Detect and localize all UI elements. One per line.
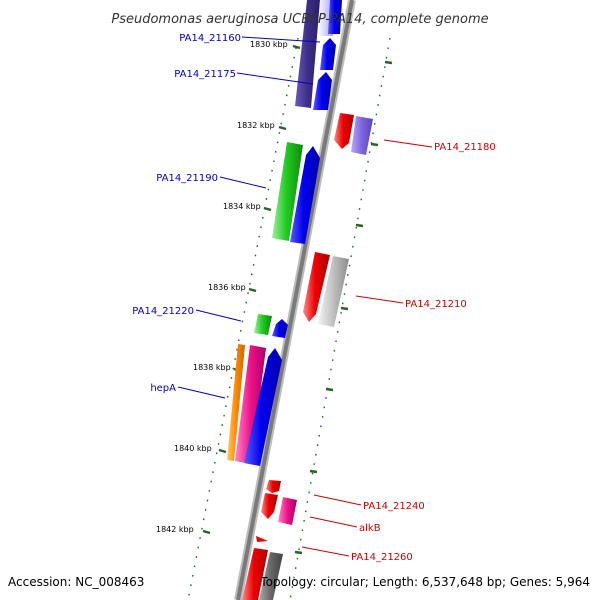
- gene-magenta-alkB[interactable]: [278, 497, 297, 525]
- scale-label-1834: 1834 kbp: [223, 202, 261, 211]
- gene-grey-PA14_21210[interactable]: [318, 256, 349, 327]
- gene-label-PA14_21160[interactable]: PA14_21160: [179, 33, 241, 44]
- gene-blue-hepA[interactable]: [244, 348, 282, 466]
- gene-green-PA14_21190[interactable]: [272, 142, 303, 241]
- scale-label-1830: 1830 kbp: [250, 40, 288, 49]
- scale-ticks-left: [202, 44, 301, 535]
- gene-label-PA14_21240[interactable]: PA14_21240: [363, 501, 425, 512]
- scale-label-1832: 1832 kbp: [237, 121, 275, 130]
- gene-blue-PA14_21190[interactable]: [290, 146, 320, 244]
- leader-lines-right: [301, 139, 433, 557]
- backbone: [234, 0, 356, 600]
- gene-red-small-arrow[interactable]: [256, 536, 268, 542]
- gene-red-PA14_21260[interactable]: [242, 548, 268, 600]
- gene-green-PA14_21220[interactable]: [254, 314, 272, 335]
- scale-label-1838: 1838 kbp: [193, 363, 231, 372]
- gene-blue-PA14_21160[interactable]: [320, 38, 336, 70]
- gene-label-PA14_21180[interactable]: PA14_21180: [434, 142, 496, 153]
- gene-label-PA14_21220[interactable]: PA14_21220: [132, 306, 194, 317]
- gene-red-PA14_21210[interactable]: [303, 252, 330, 322]
- gene-orange-hepA[interactable]: [227, 344, 245, 461]
- gene-magenta-hepA[interactable]: [235, 345, 266, 464]
- scale-ticks-right: [294, 60, 393, 555]
- map-title: Pseudomonas aeruginosa UCBPP-PA14, compl…: [111, 12, 488, 27]
- gene-blue-top[interactable]: [328, 0, 342, 34]
- gene-label-alkB[interactable]: alkB: [359, 523, 381, 534]
- gene-darkgrey-PA14_21260[interactable]: [259, 552, 283, 600]
- gene-blue-PA14_21220[interactable]: [272, 319, 288, 338]
- gene-label-PA14_21175[interactable]: PA14_21175: [174, 69, 236, 80]
- gene-red-PA14_21180[interactable]: [334, 113, 354, 149]
- accession-text: Accession: NC_008463: [8, 575, 144, 589]
- scale-label-1842: 1842 kbp: [156, 525, 194, 534]
- gene-red-PA14_21240-b[interactable]: [261, 493, 278, 519]
- gene-label-hepA[interactable]: hepA: [150, 383, 176, 394]
- gene-navy-top[interactable]: [295, 0, 320, 108]
- gene-blue-PA14_21175[interactable]: [313, 72, 332, 110]
- leader-lines-left: [177, 36, 321, 399]
- scale-label-1840: 1840 kbp: [174, 444, 212, 453]
- gene-label-PA14_21190[interactable]: PA14_21190: [156, 173, 218, 184]
- gene-label-PA14_21210[interactable]: PA14_21210: [405, 299, 467, 310]
- scale-label-1836: 1836 kbp: [208, 283, 246, 292]
- gene-red-PA14_21240-a[interactable]: [266, 480, 281, 493]
- gene-label-PA14_21260[interactable]: PA14_21260: [351, 552, 413, 563]
- gene-purple-PA14_21180[interactable]: [351, 116, 373, 155]
- topology-summary: Topology: circular; Length: 6,537,648 bp…: [259, 575, 590, 589]
